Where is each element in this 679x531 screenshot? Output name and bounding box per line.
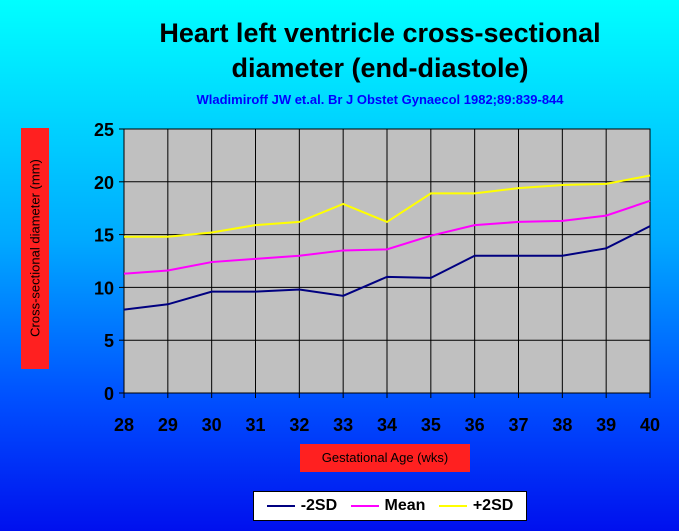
legend-item-plus-2sd: +2SD xyxy=(438,497,514,515)
legend-item-mean: Mean xyxy=(350,497,426,515)
legend: -2SD Mean +2SD xyxy=(253,491,527,521)
x-axis-label-background xyxy=(300,444,470,472)
series-line-minus-2sd xyxy=(123,225,651,311)
y-tick-label: 5 xyxy=(104,331,114,351)
x-tick-label: 33 xyxy=(333,415,353,435)
x-axis-label: Gestational Age (wks) xyxy=(321,450,449,465)
legend-swatch-minus-2sd xyxy=(266,505,295,507)
legend-swatch-mean xyxy=(350,505,379,507)
legend-item-minus-2sd: -2SD xyxy=(266,497,338,515)
y-tick-label: 15 xyxy=(94,226,114,246)
y-axis-label-background xyxy=(21,128,49,369)
series-line-mean xyxy=(123,199,651,275)
y-tick-label: 25 xyxy=(94,120,114,140)
y-tick-label: 20 xyxy=(94,173,114,193)
series-line-plus-2sd xyxy=(124,174,651,238)
x-tick-label: 34 xyxy=(377,415,397,435)
x-tick-label: 30 xyxy=(202,415,222,435)
legend-swatch-plus-2sd xyxy=(438,505,467,507)
x-tick-label: 36 xyxy=(465,415,485,435)
x-tick-label: 28 xyxy=(114,415,134,435)
x-tick-label: 29 xyxy=(158,415,178,435)
chart-subtitle: Wladimiroff JW et.al. Br J Obstet Gynaec… xyxy=(196,92,564,107)
x-tick-label: 35 xyxy=(421,415,441,435)
x-tick-label: 37 xyxy=(508,415,528,435)
x-tick-label: 31 xyxy=(245,415,265,435)
chart-title: Heart left ventricle cross-sectional dia… xyxy=(159,18,601,83)
legend-label-plus-2sd: +2SD xyxy=(472,497,514,514)
x-tick-label: 40 xyxy=(640,415,660,435)
legend-label-minus-2sd: -2SD xyxy=(300,497,338,514)
x-tick-label: 39 xyxy=(596,415,616,435)
legend-label-mean: Mean xyxy=(384,497,426,514)
line-chart: 0 5 10 15 20 25 28 29 30 31 32 33 34 35 36 37 38 39 40 xyxy=(94,120,660,435)
x-tick-label: 32 xyxy=(289,415,309,435)
x-tick-label: 38 xyxy=(552,415,572,435)
y-tick-label: 10 xyxy=(94,278,114,298)
y-tick-label: 0 xyxy=(104,384,114,404)
